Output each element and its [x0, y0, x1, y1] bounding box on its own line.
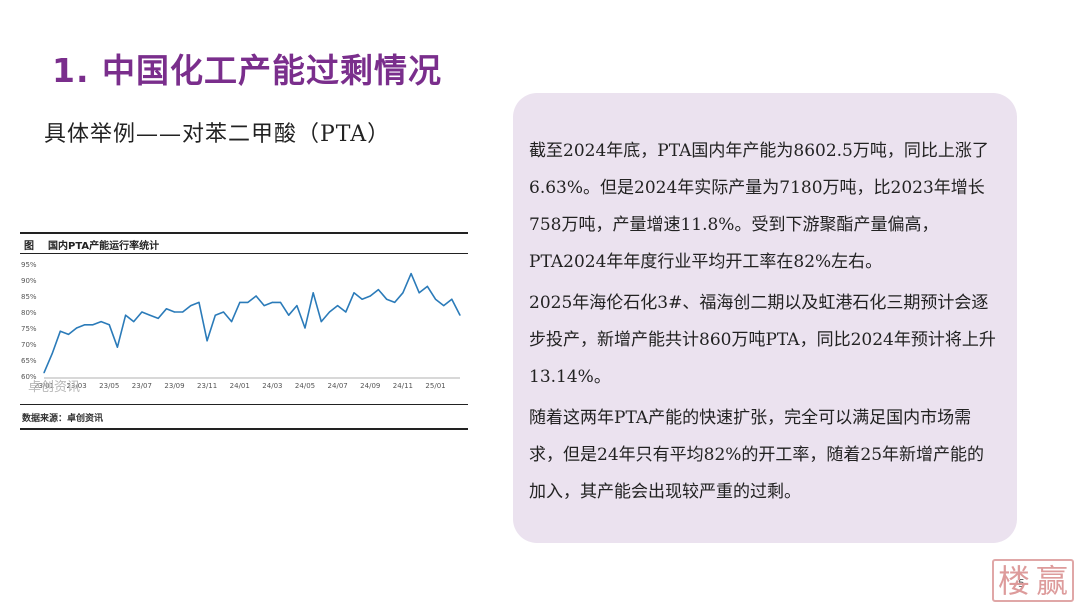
data-point: [345, 311, 347, 313]
x-tick-label: 23/07: [132, 382, 152, 390]
x-tick-label: 24/05: [295, 382, 315, 390]
data-point: [59, 330, 61, 332]
data-point: [271, 301, 273, 303]
data-point: [386, 298, 388, 300]
y-tick-label: 95%: [21, 261, 37, 269]
chart-footer: 数据来源：卓创资讯: [20, 404, 468, 430]
data-point: [231, 321, 233, 323]
data-point: [76, 327, 78, 329]
data-point: [157, 317, 159, 319]
slide-title: 1. 中国化工产能过剩情况: [52, 51, 442, 90]
data-point: [84, 324, 86, 326]
x-tick-label: 23/11: [197, 382, 217, 390]
data-point: [443, 305, 445, 307]
chart-header: 图 国内PTA产能运行率统计: [20, 232, 468, 254]
data-point: [377, 289, 379, 291]
x-tick-label: 25/01: [425, 382, 445, 390]
data-point: [133, 321, 135, 323]
data-point: [165, 308, 167, 310]
seal-stamp: 楼 赢: [992, 559, 1074, 602]
data-point: [173, 311, 176, 313]
data-point: [51, 353, 53, 355]
y-tick-label: 75%: [21, 325, 37, 333]
data-point: [394, 301, 396, 303]
paragraph-capacity: 截至2024年底，PTA国内年产能为8602.5万吨，同比上涨了6.63%。但是…: [529, 141, 989, 272]
y-tick-label: 90%: [21, 277, 37, 285]
data-point: [426, 285, 428, 287]
y-tick-label: 60%: [21, 373, 37, 381]
stamp-char-1: 楼: [997, 562, 1030, 600]
data-point: [116, 346, 118, 348]
x-tick-label: 23/03: [67, 382, 87, 390]
data-point: [263, 305, 265, 307]
page-number: 5: [1018, 577, 1025, 590]
data-point: [296, 305, 298, 307]
data-point: [108, 324, 110, 326]
figure-caption: 国内PTA产能运行率统计: [48, 241, 160, 252]
data-point: [43, 372, 45, 374]
data-source: 数据来源：卓创资讯: [22, 414, 104, 424]
data-point: [214, 314, 216, 316]
data-point: [198, 301, 200, 303]
data-point: [451, 298, 453, 300]
chart-watermark: 卓创资讯: [28, 380, 81, 395]
x-tick-label: 23/01: [34, 382, 54, 390]
figure-label: 图: [24, 241, 34, 252]
operating-rate-line-chart: 60% 65% 70% 75% 80% 85% 90% 95% 23/01 23/03 23/05 2…: [21, 261, 461, 390]
data-point: [190, 305, 192, 307]
data-point: [149, 314, 151, 316]
operating-rate-series-line: [43, 272, 461, 374]
x-tick-label: 24/03: [262, 382, 282, 390]
x-tick-label: 23/05: [99, 382, 119, 390]
data-point: [434, 298, 437, 300]
data-point: [222, 311, 225, 313]
data-point: [255, 295, 257, 297]
stamp-char-2: 赢: [1035, 562, 1068, 600]
data-point: [279, 301, 282, 303]
data-point: [328, 311, 331, 313]
data-point: [206, 340, 208, 342]
y-tick-label: 80%: [21, 309, 37, 317]
data-point: [141, 311, 143, 313]
data-point: [239, 301, 241, 303]
text-panel: 截至2024年底，PTA国内年产能为8602.5万吨，同比上涨了6.63%。但是…: [513, 93, 1017, 543]
slide-subtitle: 具体举例——对苯二甲酸（PTA）: [44, 122, 391, 147]
data-point: [459, 314, 461, 316]
data-point: [304, 327, 306, 329]
paragraph-new-capacity: 2025年海伦石化3#、福海创二期以及虹港石化三期预计会逐步投产，新增产能共计8…: [529, 293, 996, 387]
data-point: [361, 298, 363, 300]
y-tick-label: 65%: [21, 357, 37, 365]
y-tick-label: 70%: [21, 341, 37, 349]
data-point: [418, 292, 420, 294]
x-tick-label: 23/09: [164, 382, 184, 390]
x-tick-label: 24/01: [230, 382, 250, 390]
y-tick-label: 85%: [21, 293, 37, 301]
data-point: [312, 292, 314, 294]
x-tick-label: 24/07: [328, 382, 348, 390]
x-tick-label: 24/11: [393, 382, 413, 390]
data-point: [353, 292, 355, 294]
data-point: [247, 301, 249, 303]
data-point: [182, 311, 184, 313]
data-point: [402, 292, 404, 294]
data-point: [92, 324, 94, 326]
data-point: [67, 333, 70, 335]
data-point: [410, 273, 412, 275]
data-point: [337, 305, 339, 307]
paragraph-overcapacity: 随着这两年PTA产能的快速扩张，完全可以满足国内市场需求，但是24年只有平均82…: [529, 408, 985, 502]
data-point: [369, 295, 371, 297]
pta-chart-figure: 图 国内PTA产能运行率统计 60% 65% 70% 75% 80% 85% 90% 95% 2…: [20, 226, 468, 434]
data-point: [320, 321, 322, 323]
data-point: [100, 321, 102, 323]
data-point: [125, 314, 127, 316]
x-tick-label: 24/09: [360, 382, 380, 390]
data-point: [288, 314, 290, 316]
